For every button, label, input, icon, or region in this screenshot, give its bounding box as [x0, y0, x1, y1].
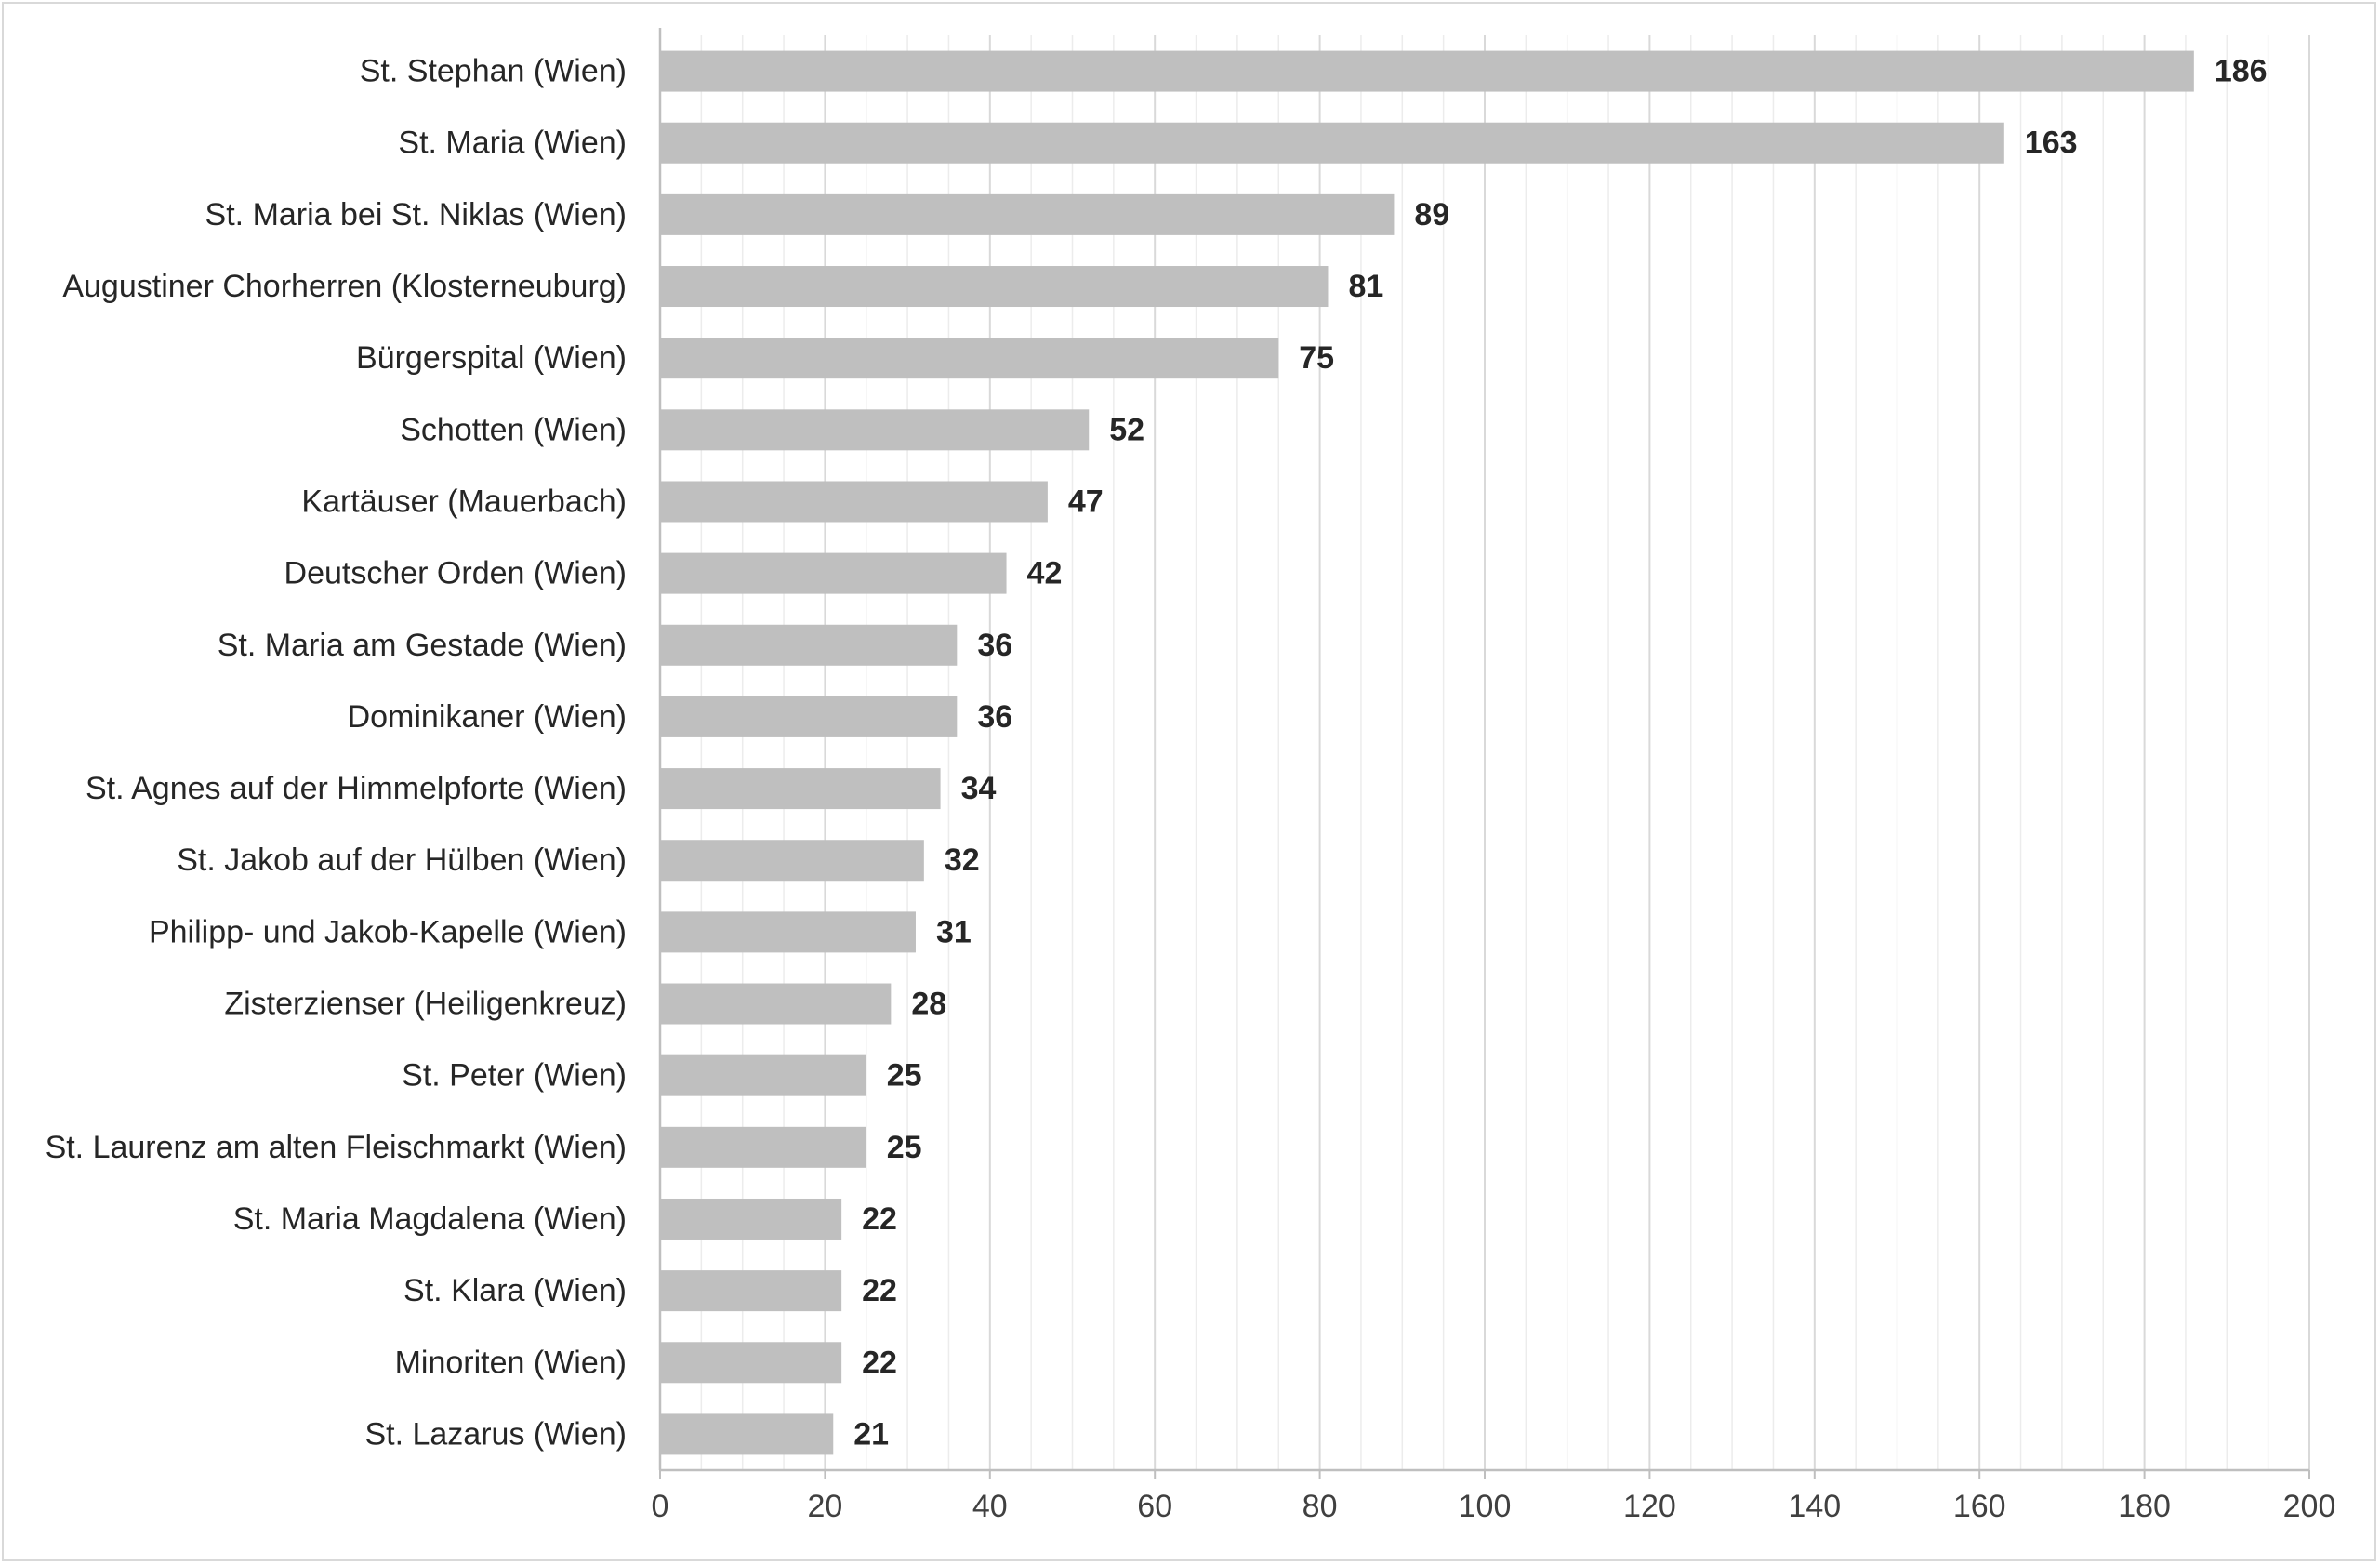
x-tick-label: 200 — [2283, 1489, 2336, 1524]
category-label: St. Peter (Wien) — [402, 1058, 627, 1094]
category-label: St. Lazarus (Wien) — [364, 1416, 627, 1452]
bar — [660, 1413, 834, 1455]
bar — [660, 840, 924, 882]
category-label: St. Maria (Wien) — [398, 126, 627, 161]
x-tick-label: 160 — [1953, 1489, 2006, 1524]
category-label: St. Laurenz am alten Fleischmarkt (Wien) — [46, 1130, 627, 1165]
data-label: 22 — [862, 1273, 897, 1308]
data-label: 81 — [1348, 269, 1383, 304]
data-label: 42 — [1027, 556, 1063, 591]
data-label: 21 — [853, 1416, 889, 1452]
category-label: Minoriten (Wien) — [395, 1345, 627, 1380]
category-label: Deutscher Orden (Wien) — [284, 556, 627, 591]
category-label: St. Agnes auf der Himmelpforte (Wien) — [86, 771, 627, 806]
x-tick-label: 60 — [1137, 1489, 1172, 1524]
category-label: Dominikaner (Wien) — [348, 699, 627, 735]
data-label: 28 — [911, 987, 946, 1022]
grid-lines — [700, 35, 2310, 1470]
data-label: 22 — [862, 1201, 897, 1237]
x-tick-label: 0 — [652, 1489, 669, 1524]
category-label: Augustiner Chorherren (Klosterneuburg) — [62, 269, 627, 304]
x-tick-label: 100 — [1459, 1489, 1512, 1524]
category-label: Philipp- und Jakob-Kapelle (Wien) — [149, 914, 627, 949]
bar — [660, 624, 958, 666]
bar — [660, 552, 1007, 594]
data-label: 52 — [1109, 412, 1144, 447]
category-label: Kartäuser (Mauerbach) — [301, 484, 627, 519]
data-label: 186 — [2215, 54, 2268, 89]
bar — [660, 1126, 866, 1168]
bars — [660, 50, 2194, 1455]
data-label: 89 — [1414, 197, 1449, 232]
category-label: Zisterzienser (Heiligenkreuz) — [224, 987, 627, 1022]
bar — [660, 193, 1395, 235]
data-label: 36 — [977, 699, 1012, 735]
bar — [660, 1270, 842, 1312]
data-label: 163 — [2025, 126, 2078, 161]
bar — [660, 1198, 842, 1240]
bar — [660, 122, 2004, 164]
x-tick-label: 180 — [2118, 1489, 2171, 1524]
data-label: 31 — [936, 914, 972, 949]
x-tick-label: 40 — [972, 1489, 1008, 1524]
bar — [660, 696, 958, 737]
category-label: St. Maria am Gestade (Wien) — [218, 628, 627, 663]
data-label: 22 — [862, 1345, 897, 1380]
bar — [660, 911, 916, 953]
bar — [660, 1342, 842, 1384]
bar — [660, 409, 1090, 451]
x-tick-label: 120 — [1623, 1489, 1676, 1524]
category-label: St. Stephan (Wien) — [360, 54, 627, 89]
bar — [660, 481, 1048, 523]
bar — [660, 50, 2194, 92]
category-label: St. Maria bei St. Niklas (Wien) — [205, 197, 627, 232]
data-label: 34 — [961, 771, 997, 806]
x-tick-label: 20 — [807, 1489, 842, 1524]
data-label: 75 — [1299, 340, 1334, 376]
category-label: St. Maria Magdalena (Wien) — [233, 1201, 627, 1237]
data-label: 25 — [887, 1058, 922, 1094]
bar — [660, 1054, 866, 1096]
data-label: 25 — [887, 1130, 922, 1165]
bar — [660, 338, 1279, 379]
category-label: St. Klara (Wien) — [403, 1273, 627, 1308]
data-label: 47 — [1068, 484, 1104, 519]
data-label: 36 — [977, 628, 1012, 663]
bar — [660, 983, 892, 1025]
axes — [658, 28, 2310, 1479]
category-label: St. Jakob auf der Hülben (Wien) — [177, 842, 627, 878]
labels: St. Stephan (Wien) 186 St. Maria (Wien) 163… — [46, 54, 2336, 1524]
x-tick-label: 80 — [1302, 1489, 1338, 1524]
data-label: 32 — [945, 842, 980, 878]
x-tick-label: 140 — [1788, 1489, 1841, 1524]
bar — [660, 266, 1329, 308]
category-label: Schotten (Wien) — [400, 412, 627, 447]
category-label: Bürgerspital (Wien) — [356, 340, 627, 376]
bar — [660, 768, 941, 810]
